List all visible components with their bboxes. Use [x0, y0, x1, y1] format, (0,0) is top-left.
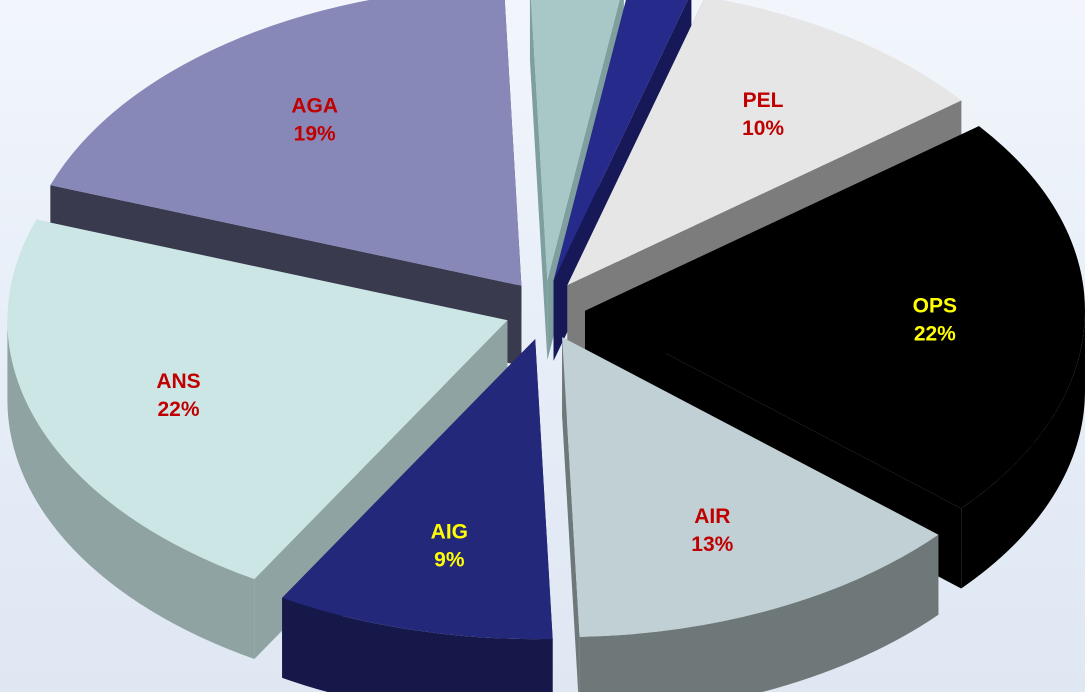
slice-air-rim-0 — [579, 534, 939, 692]
slice-aig-rim-0 — [282, 597, 553, 692]
slice-pct-air: 13% — [691, 533, 733, 556]
slice-ops — [584, 126, 1085, 509]
slice-pct-ops: 22% — [914, 323, 956, 346]
slice-label-aga: AGA — [291, 94, 338, 117]
slice-tops — [7, 0, 1085, 640]
slice-pct-ans: 22% — [158, 398, 200, 421]
slice-ops-rim-0 — [961, 310, 1085, 589]
slice-aig — [282, 339, 553, 640]
slice-label-pel: PEL — [743, 89, 784, 112]
slice-leg — [531, 0, 620, 281]
slice-pel — [567, 0, 962, 286]
slice-ans-rim-0 — [7, 320, 255, 660]
slice-leg-wall-0 — [529, 0, 548, 361]
slice-aga — [50, 0, 522, 286]
slice-label-ans: ANS — [156, 370, 200, 393]
slice-label-air: AIR — [694, 505, 730, 528]
slice-labels: LEG3%ORG2%PEL10%OPS22%AIR13%AIG9%ANS22%A… — [156, 89, 957, 572]
slice-pct-aig: 9% — [434, 549, 465, 572]
slice-pct-pel: 10% — [742, 117, 784, 140]
slice-org — [553, 0, 688, 281]
slice-label-ops: OPS — [913, 295, 957, 318]
slice-air-wall-1 — [562, 337, 580, 692]
slice-label-aig: AIG — [431, 521, 468, 544]
slice-air — [562, 337, 939, 637]
slice-ans — [7, 219, 508, 580]
slice-pct-aga: 19% — [294, 122, 336, 145]
